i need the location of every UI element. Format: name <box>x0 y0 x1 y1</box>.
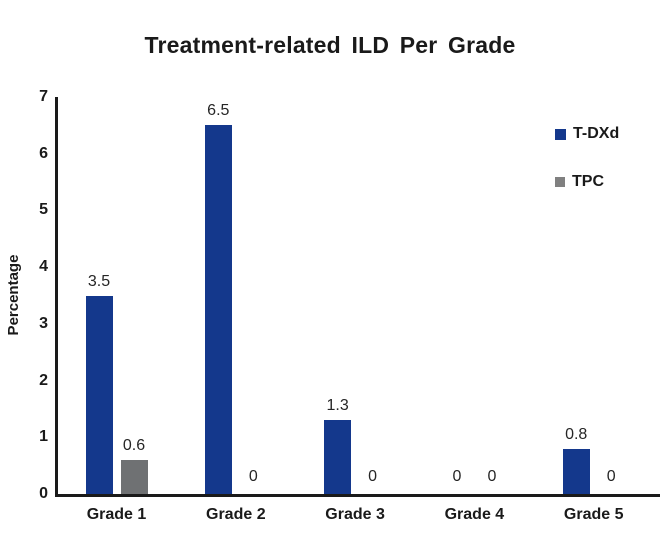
y-axis-tick-label-6: 6 <box>39 144 48 162</box>
legend: T-DXd TPC <box>555 124 619 220</box>
y-axis-tick-label-1: 1 <box>39 428 48 446</box>
bar-value-label-t-dxd-grade-2: 6.5 <box>207 102 230 120</box>
y-axis-tick-label-2: 2 <box>39 371 48 389</box>
bar-t-dxd-grade-3 <box>324 420 352 494</box>
bar-t-dxd-grade-2 <box>204 125 232 494</box>
bar-tpc-grade-1 <box>120 459 148 494</box>
bar-value-label-t-dxd-grade-4: 0 <box>452 468 462 485</box>
x-axis-label-grade-3: Grade 3 <box>325 506 385 523</box>
y-axis-tick-label-7: 7 <box>39 88 48 105</box>
x-axis-label-grade-2: Grade 2 <box>206 506 266 523</box>
x-axis-label-grade-5: Grade 5 <box>563 506 624 523</box>
bar-t-dxd-grade-5 <box>562 448 590 494</box>
legend-item-t-dxd: T-DXd <box>555 124 619 144</box>
bar-t-dxd-grade-1 <box>85 295 113 494</box>
legend-swatch-tpc <box>555 177 565 187</box>
bar-value-label-t-dxd-grade-5: 0.8 <box>565 425 588 443</box>
chart-title: Treatment-related ILD Per Grade <box>144 32 516 58</box>
plot-area <box>55 97 660 497</box>
y-axis-tick-label-5: 5 <box>39 201 48 219</box>
x-axis-label-grade-1: Grade 1 <box>86 506 147 523</box>
legend-swatch-t-dxd <box>555 128 566 140</box>
legend-label-t-dxd: T-DXd <box>573 125 620 142</box>
y-axis-tick-label-4: 4 <box>39 258 48 276</box>
legend-label-tpc: TPC <box>572 173 604 190</box>
bar-value-label-t-dxd-grade-1: 3.5 <box>87 272 111 290</box>
x-axis-label-grade-4: Grade 4 <box>444 506 505 523</box>
legend-item-tpc: TPC <box>555 172 619 192</box>
bar-value-label-tpc-grade-4: 0 <box>487 468 497 485</box>
bar-value-label-tpc-grade-3: 0 <box>368 468 378 485</box>
y-axis-tick-label-3: 3 <box>39 314 48 332</box>
bar-value-label-tpc-grade-1: 0.6 <box>122 436 146 454</box>
bar-value-label-tpc-grade-2: 0 <box>248 468 258 485</box>
bar-value-label-t-dxd-grade-3: 1.3 <box>326 397 349 415</box>
y-axis-tick-label-0: 0 <box>39 485 48 502</box>
y-axis-title: Percentage <box>5 254 22 336</box>
bar-value-label-tpc-grade-5: 0 <box>606 468 616 485</box>
